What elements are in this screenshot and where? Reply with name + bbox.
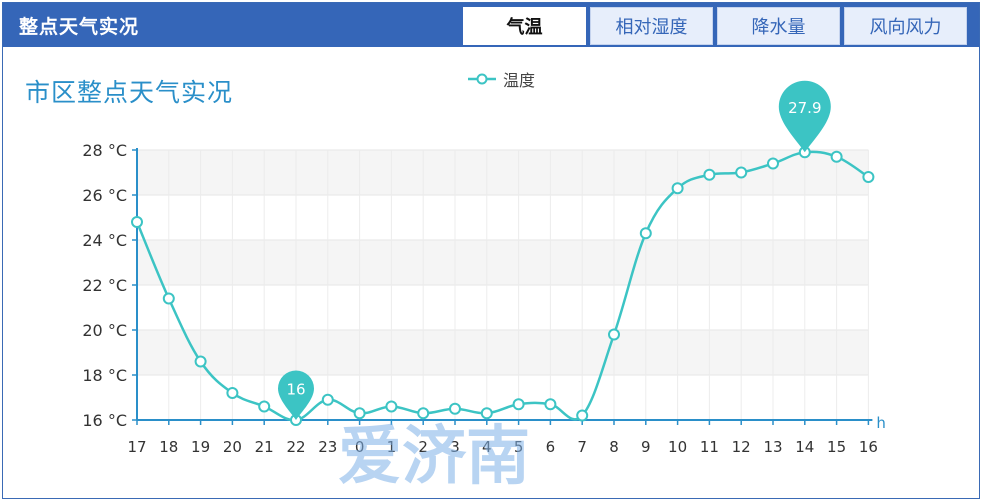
temperature-point (194, 355, 207, 368)
min-marker-pin (278, 370, 314, 420)
temperature-point (767, 157, 779, 170)
x-tick-label: 19 (191, 438, 210, 456)
y-tick-label: 16 °C (82, 411, 127, 430)
panel-title: 整点天气实况 (19, 16, 140, 38)
y-tick-label: 26 °C (82, 186, 127, 205)
temperature-point (226, 387, 239, 399)
watermark-logo: 爱济南 (338, 420, 530, 494)
temperature-point (862, 171, 875, 183)
legend-line-icon (468, 73, 496, 85)
max-marker-label: 27.9 (788, 99, 821, 117)
grid-band (137, 240, 869, 285)
x-tick-label: 20 (223, 438, 242, 456)
temperature-point (321, 393, 334, 406)
temperature-point (258, 400, 271, 413)
x-tick-label: 12 (732, 438, 751, 456)
temperature-point (735, 166, 748, 179)
chart-legend[interactable]: 温度 (467, 67, 535, 91)
y-tick-label: 24 °C (82, 231, 127, 250)
temperature-point (480, 407, 493, 420)
temperature-point (671, 182, 684, 195)
temperature-point (703, 168, 716, 181)
x-tick-label: 14 (795, 438, 814, 456)
tab-temperature[interactable]: 气温 (463, 7, 586, 45)
x-tick-label: 21 (255, 438, 274, 456)
x-tick-label: 23 (318, 438, 337, 456)
temperature-point (608, 328, 620, 341)
x-tick-label: 5 (514, 438, 524, 456)
x-tick-label: 11 (700, 438, 719, 456)
x-tick-label: 22 (286, 438, 305, 456)
temperature-point (544, 398, 557, 411)
x-tick-label: 2 (418, 438, 428, 456)
temperature-point (131, 216, 143, 228)
temperature-point (417, 407, 430, 420)
x-tick-label: 16 (859, 438, 878, 456)
x-tick-label: 3 (450, 438, 460, 456)
panel-header: 整点天气实况 气温 相对湿度 降水量 风向风力 (3, 3, 979, 47)
x-tick-label: 10 (668, 438, 687, 456)
legend-label: 温度 (503, 71, 536, 90)
x-tick-label: 9 (641, 438, 651, 456)
tab-bar: 气温 相对湿度 降水量 风向风力 (459, 7, 967, 45)
x-tick-label: 0 (355, 438, 365, 456)
max-marker-pin (778, 80, 831, 153)
x-axis-unit: h (876, 414, 886, 432)
grid-band (137, 150, 869, 195)
y-tick-label: 22 °C (82, 276, 127, 295)
y-tick-label: 20 °C (82, 321, 127, 340)
x-tick-label: 7 (577, 438, 587, 456)
temperature-point (353, 407, 366, 420)
chart-title: 市区整点天气实况 (25, 78, 234, 107)
x-tick-label: 18 (159, 438, 178, 456)
x-tick-label: 1 (387, 438, 397, 456)
x-tick-label: 4 (482, 438, 492, 456)
temperature-point (162, 292, 175, 305)
y-tick-label: 28 °C (82, 141, 127, 160)
x-tick-label: 13 (763, 438, 782, 456)
tab-precipitation[interactable]: 降水量 (717, 7, 840, 45)
tab-humidity[interactable]: 相对湿度 (590, 7, 713, 45)
x-tick-label: 15 (827, 438, 846, 456)
temperature-point (576, 409, 589, 422)
temperature-point (830, 150, 843, 163)
x-tick-label: 6 (546, 438, 556, 456)
temperature-point (639, 227, 652, 240)
tab-wind[interactable]: 风向风力 (844, 7, 967, 45)
y-tick-label: 18 °C (82, 366, 127, 385)
grid-band (137, 330, 869, 375)
temperature-point (449, 402, 461, 415)
x-tick-label: 8 (609, 438, 619, 456)
temperature-point (512, 398, 525, 411)
min-marker-label: 16 (286, 381, 305, 399)
x-tick-label: 17 (127, 438, 146, 456)
temperature-point (385, 400, 398, 413)
